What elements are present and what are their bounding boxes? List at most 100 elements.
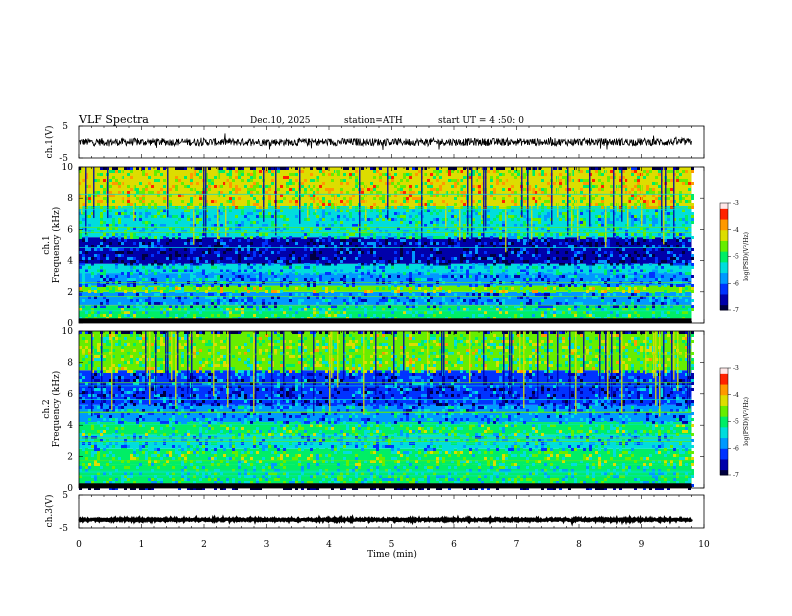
psd-cell	[331, 233, 334, 236]
psd-cell	[412, 302, 415, 305]
psd-cell	[121, 314, 124, 317]
psd-cell	[244, 215, 247, 218]
psd-cell	[667, 218, 670, 221]
psd-cell	[601, 215, 604, 218]
psd-cell	[151, 185, 154, 188]
psd-cell	[622, 236, 625, 239]
psd-cell	[496, 275, 499, 278]
psd-cell	[463, 191, 466, 194]
psd-cell	[637, 257, 640, 260]
psd-cell	[409, 176, 412, 179]
psd-cell	[133, 284, 136, 287]
psd-cell	[448, 173, 451, 176]
psd-cell	[214, 200, 217, 203]
psd-cell	[421, 278, 424, 281]
psd-cell	[301, 251, 304, 254]
psd-cell	[316, 302, 319, 305]
psd-cell	[403, 233, 406, 236]
psd-cell	[217, 278, 220, 281]
psd-cell	[367, 251, 370, 254]
psd-cell	[436, 260, 439, 263]
psd-cell	[283, 167, 286, 170]
psd-cell	[535, 302, 538, 305]
psd-cell	[403, 212, 406, 215]
psd-cell	[112, 239, 115, 242]
psd-cell	[241, 170, 244, 173]
psd-cell	[169, 254, 172, 257]
psd-cell	[433, 257, 436, 260]
psd-cell	[670, 257, 673, 260]
psd-cell	[109, 290, 112, 293]
psd-cell	[178, 203, 181, 206]
psd-cell	[670, 188, 673, 191]
psd-cell	[643, 185, 646, 188]
psd-cell	[160, 182, 163, 185]
psd-cell	[682, 182, 685, 185]
psd-cell	[280, 257, 283, 260]
psd-cell	[154, 278, 157, 281]
psd-cell	[118, 236, 121, 239]
psd-cell	[265, 242, 268, 245]
psd-cell	[349, 191, 352, 194]
psd-cell	[154, 203, 157, 206]
psd-cell	[88, 257, 91, 260]
psd-cell	[433, 203, 436, 206]
psd-cell	[610, 191, 613, 194]
psd-cell	[91, 314, 94, 317]
psd-cell	[667, 215, 670, 218]
psd-cell	[139, 218, 142, 221]
psd-cell	[565, 251, 568, 254]
psd-cell	[610, 254, 613, 257]
psd-cell	[610, 275, 613, 278]
psd-cell	[175, 176, 178, 179]
psd-cell	[313, 266, 316, 269]
psd-cell	[283, 299, 286, 302]
psd-cell	[259, 185, 262, 188]
psd-cell	[598, 167, 601, 170]
psd-cell	[634, 197, 637, 200]
psd-cell	[175, 251, 178, 254]
psd-cell	[586, 290, 589, 293]
psd-cell	[523, 248, 526, 251]
psd-cell	[220, 299, 223, 302]
psd-cell	[259, 311, 262, 314]
psd-cell	[475, 275, 478, 278]
psd-cell	[298, 275, 301, 278]
psd-cell	[250, 221, 253, 224]
psd-cell	[190, 200, 193, 203]
psd-cell	[634, 278, 637, 281]
psd-cell	[628, 257, 631, 260]
psd-cell	[634, 260, 637, 263]
psd-cell	[409, 221, 412, 224]
psd-cell	[646, 203, 649, 206]
figure-title: VLF Spectra	[78, 113, 149, 126]
psd-cell	[322, 299, 325, 302]
psd-cell	[319, 236, 322, 239]
psd-cell	[370, 299, 373, 302]
psd-cell	[103, 167, 106, 170]
psd-cell	[178, 311, 181, 314]
psd-cell	[307, 293, 310, 296]
psd-cell	[208, 212, 211, 215]
psd-cell	[613, 257, 616, 260]
psd-cell	[451, 170, 454, 173]
psd-cell	[190, 302, 193, 305]
psd-cell	[388, 293, 391, 296]
psd-cell	[283, 218, 286, 221]
psd-cell	[187, 239, 190, 242]
psd-cell	[565, 299, 568, 302]
psd-cell	[487, 284, 490, 287]
psd-cell	[178, 218, 181, 221]
psd-cell	[553, 257, 556, 260]
psd-cell	[118, 284, 121, 287]
psd-cell	[349, 179, 352, 182]
psd-cell	[634, 239, 637, 242]
psd-cell	[229, 221, 232, 224]
psd-cell	[325, 311, 328, 314]
psd-cell	[565, 287, 568, 290]
psd-cell	[97, 173, 100, 176]
psd-cell	[409, 248, 412, 251]
psd-cell	[394, 290, 397, 293]
psd-cell	[607, 284, 610, 287]
psd-cell	[511, 251, 514, 254]
